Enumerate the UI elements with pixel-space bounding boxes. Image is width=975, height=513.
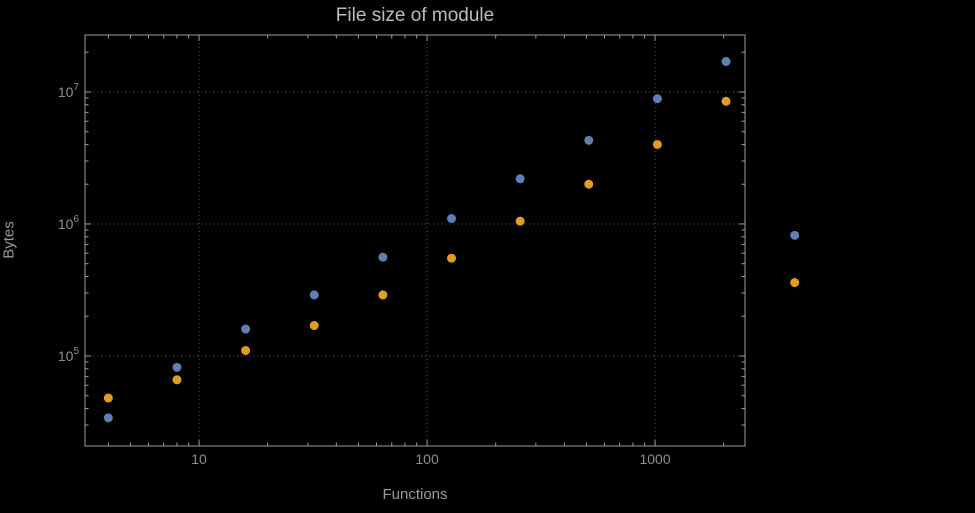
data-point-series-1-blue [378,252,388,262]
data-point-series-1-blue [241,324,251,334]
y-tick-label: 105 [58,346,80,364]
data-point-series-1-blue [652,94,662,104]
data-point-series-2-orange [721,96,731,106]
data-point-series-2-orange [584,179,594,189]
data-point-series-2-orange [172,375,182,385]
data-point-series-1-blue [172,362,182,372]
data-point-series-1-blue [721,57,731,67]
plot-frame [84,34,746,447]
x-tick-label: 100 [415,451,439,467]
data-point-series-1-blue [515,174,525,184]
data-point-series-1-blue [103,413,113,423]
data-point-series-2-orange [309,321,319,331]
data-point-series-2-orange [447,253,457,263]
y-tick-label: 107 [58,82,80,100]
y-tick-label: 106 [58,214,80,232]
data-point-series-2-orange [652,139,662,149]
data-point-series-2-orange [103,393,113,403]
data-point-series-2-orange [241,346,251,356]
data-point-series-2-orange [378,290,388,300]
data-point-series-2-orange [515,216,525,226]
chart-title: File size of module [335,5,495,26]
x-tick-label: 10 [191,451,207,467]
x-axis-label: Functions [382,486,448,503]
data-point-series-2-orange [790,278,800,288]
data-point-series-1-blue [584,135,594,145]
data-point-series-1-blue [309,290,319,300]
data-point-series-1-blue [790,230,800,240]
data-point-series-1-blue [447,213,457,223]
x-tick-label: 1000 [639,451,670,467]
